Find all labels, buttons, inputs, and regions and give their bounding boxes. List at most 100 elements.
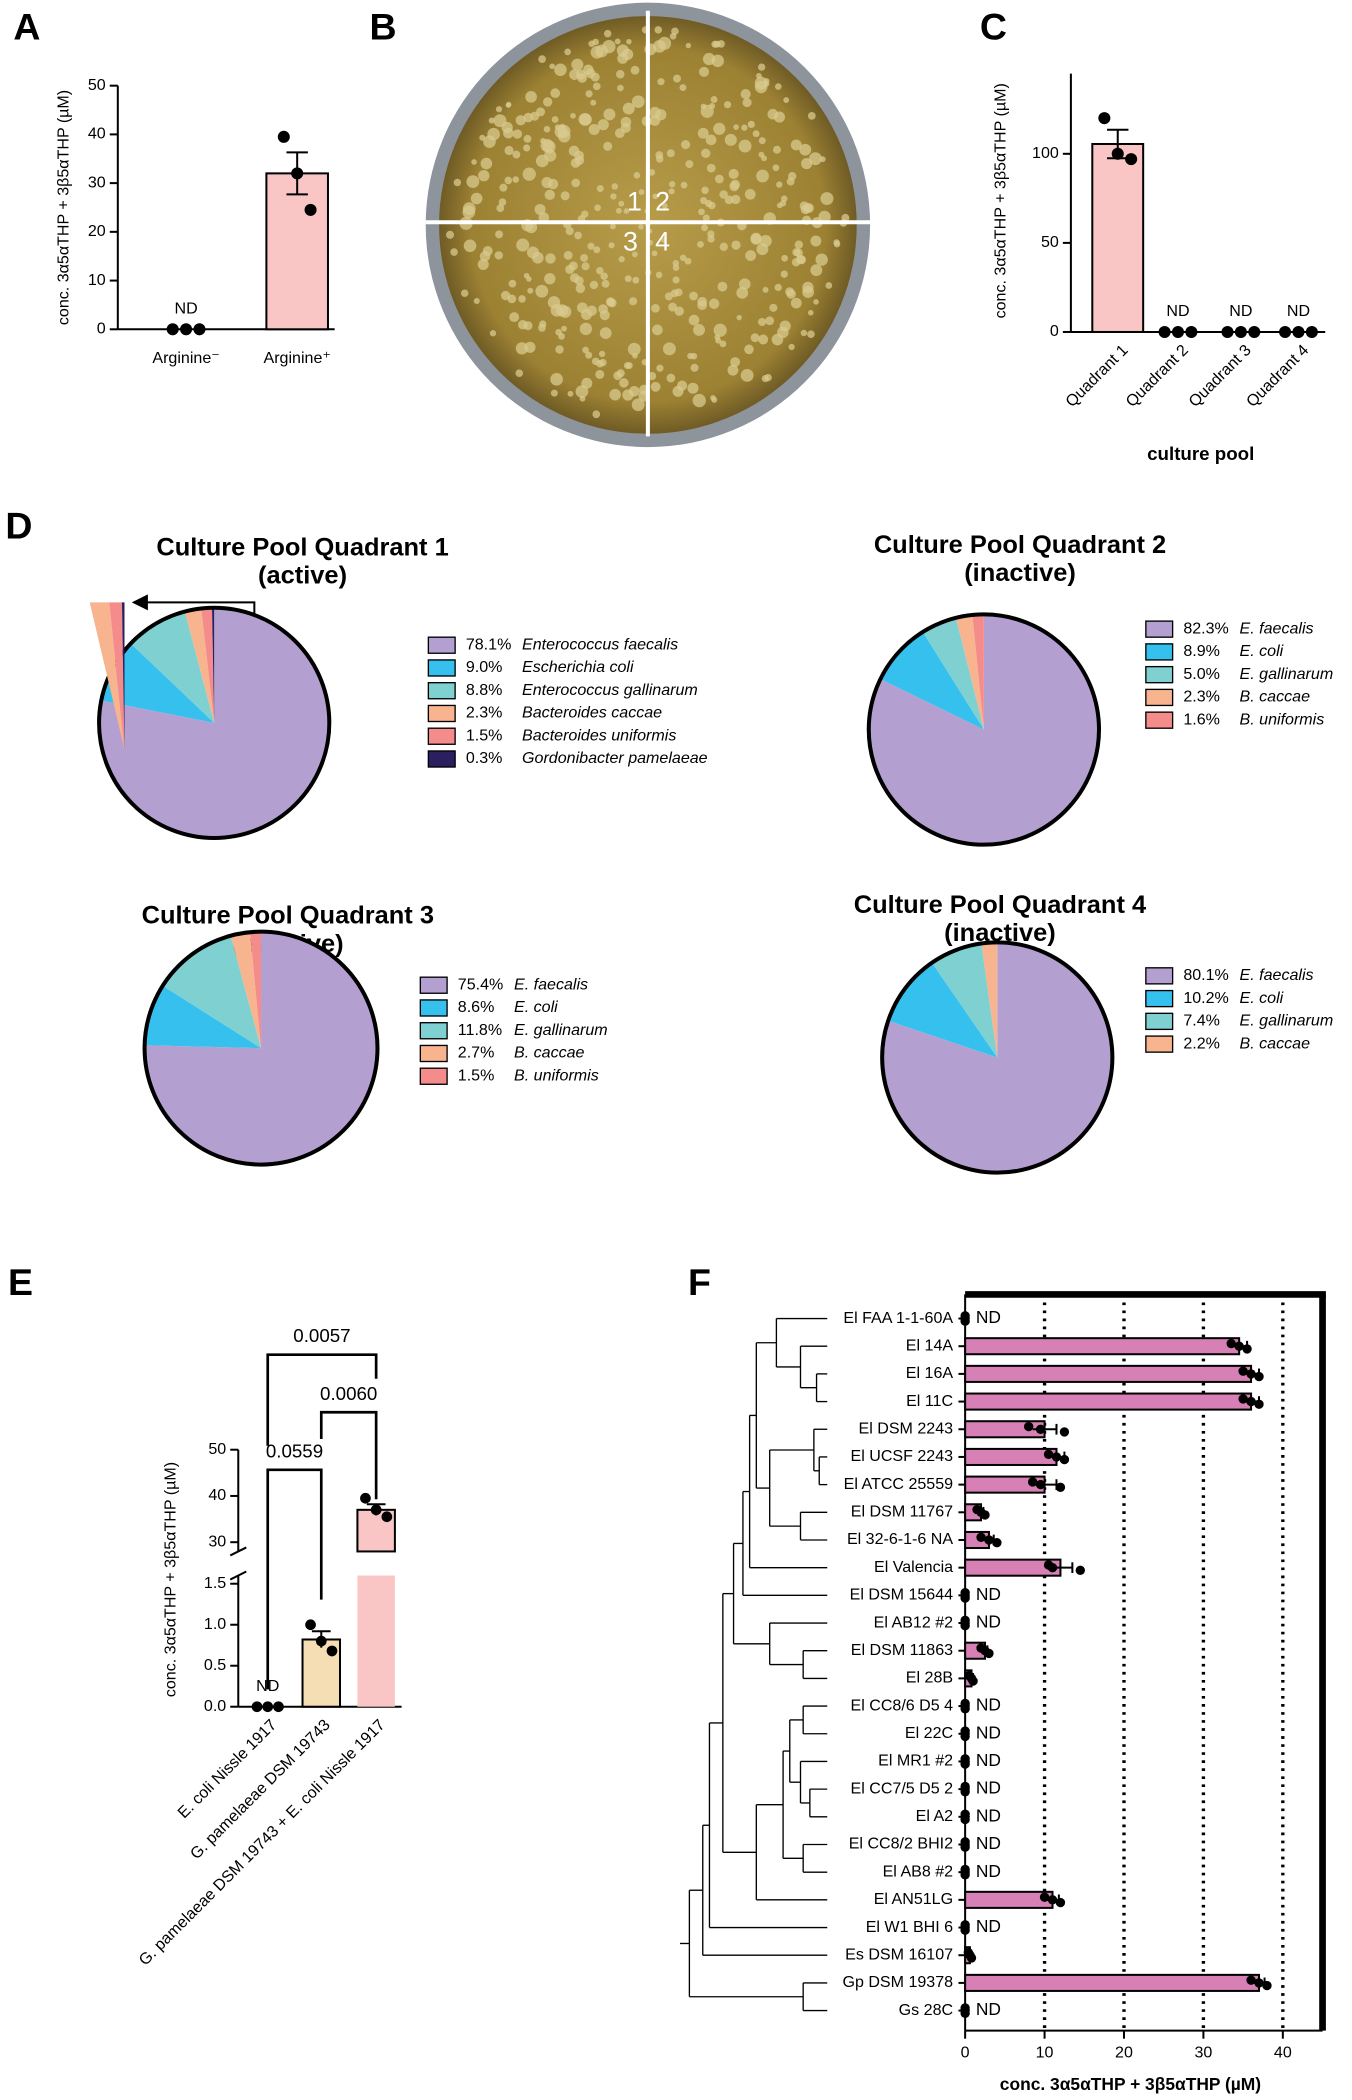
data-point xyxy=(960,1787,970,1797)
data-point xyxy=(370,1504,382,1516)
value-label: ND xyxy=(1287,302,1310,320)
colony xyxy=(758,317,767,327)
legend-value: 78.1% xyxy=(466,635,512,653)
colony xyxy=(488,117,495,124)
y-tick-label: El AB12 #2 xyxy=(874,1613,953,1631)
pie-slice xyxy=(888,962,998,1058)
bar xyxy=(265,172,329,331)
panel-letter: F xyxy=(688,1261,711,1303)
colony xyxy=(509,312,520,323)
colony xyxy=(776,202,783,209)
colony xyxy=(661,203,668,209)
legend-swatch xyxy=(1145,643,1174,661)
pie-outline xyxy=(880,940,1115,1175)
colony xyxy=(607,298,617,308)
data-point xyxy=(193,323,206,336)
zoom-wedge xyxy=(109,602,125,750)
x-tick-label: Quadrant 2 xyxy=(1122,341,1192,411)
colony xyxy=(570,158,581,168)
colony xyxy=(666,149,675,158)
y-tick-label: El FAA 1-1-60A xyxy=(843,1309,953,1327)
colony xyxy=(599,310,610,321)
legend-label: B. uniformis xyxy=(1240,710,1325,728)
colony xyxy=(815,253,828,266)
legend-swatch xyxy=(419,1044,448,1063)
colony xyxy=(565,264,575,275)
y-tick-label: 1.5 xyxy=(204,1574,226,1592)
legend-label: E. faecalis xyxy=(1240,966,1314,984)
bar xyxy=(964,1420,1046,1439)
data-point xyxy=(1125,153,1138,166)
colony xyxy=(574,150,584,161)
colony xyxy=(756,73,762,79)
colony xyxy=(608,242,615,249)
colony xyxy=(738,139,752,153)
data-point xyxy=(1039,1892,1050,1902)
colony xyxy=(515,342,528,355)
colony xyxy=(587,242,595,250)
colony xyxy=(744,188,756,200)
legend-value: 80.1% xyxy=(1183,966,1229,984)
colony xyxy=(813,299,819,305)
pie-title: Culture Pool Quadrant 4 xyxy=(854,891,1146,919)
data-point xyxy=(960,1842,970,1852)
x-tick-label: Quadrant 1 xyxy=(1062,341,1132,411)
colony xyxy=(487,127,500,141)
colony xyxy=(672,385,684,397)
legend-value: 9.0% xyxy=(466,658,503,676)
data-point xyxy=(1055,1897,1066,1908)
legend-label: E. faecalis xyxy=(1240,619,1314,637)
colony xyxy=(560,191,570,201)
colony xyxy=(603,108,616,121)
colony xyxy=(615,207,622,214)
y-tick-label: El CC7/5 D5 2 xyxy=(851,1779,954,1797)
y-axis-label: conc. 3α5αTHP + 3β5αTHP (µM) xyxy=(55,90,73,325)
colony xyxy=(504,176,513,185)
colony xyxy=(633,172,641,179)
legend-label: E. coli xyxy=(514,998,558,1016)
legend-swatch xyxy=(1145,967,1174,985)
panel-letter: E xyxy=(8,1261,33,1303)
significance-bracket xyxy=(319,1410,378,1500)
colony xyxy=(542,97,553,107)
colony xyxy=(571,58,584,71)
colony xyxy=(593,246,601,254)
legend-value: 8.6% xyxy=(458,998,495,1016)
data-point xyxy=(960,1814,970,1825)
colony xyxy=(764,373,772,382)
data-point xyxy=(1023,1421,1034,1432)
data-point xyxy=(1043,1449,1054,1459)
y-tick-label: El W1 BHI 6 xyxy=(866,1918,953,1936)
data-point xyxy=(1035,1479,1046,1490)
quadrant-label: 1 xyxy=(627,187,642,217)
data-point xyxy=(1262,1980,1272,1991)
legend-label: B. uniformis xyxy=(514,1066,599,1084)
colony xyxy=(684,257,692,265)
colony xyxy=(708,298,720,309)
legend-value: 7.4% xyxy=(1183,1012,1220,1030)
data-point xyxy=(180,323,193,336)
legend-label: B. caccae xyxy=(1240,688,1311,706)
colony xyxy=(733,124,739,130)
value-label: ND xyxy=(976,1584,1001,1604)
colony xyxy=(671,27,679,36)
legend-label: Bacteroides caccae xyxy=(522,704,662,722)
colony xyxy=(767,108,779,120)
colony xyxy=(719,242,728,251)
colony xyxy=(589,280,599,290)
colony xyxy=(668,181,676,188)
y-tick-label: El CC8/2 BHI2 xyxy=(849,1835,953,1853)
colony xyxy=(681,140,691,150)
colony xyxy=(713,40,721,48)
y-tick-label: El MR1 #2 xyxy=(878,1752,953,1770)
y-tick-label: 20 xyxy=(88,222,106,240)
colony xyxy=(516,238,530,252)
colony xyxy=(523,144,531,152)
pie-outline xyxy=(97,605,332,840)
colony xyxy=(810,235,822,247)
colony xyxy=(512,150,521,159)
y-tick-label: 30 xyxy=(88,173,106,191)
colony xyxy=(585,90,593,98)
colony xyxy=(594,204,601,212)
y-axis-label: conc. 3α5αTHP + 3β5αTHP (µM) xyxy=(162,1462,180,1697)
